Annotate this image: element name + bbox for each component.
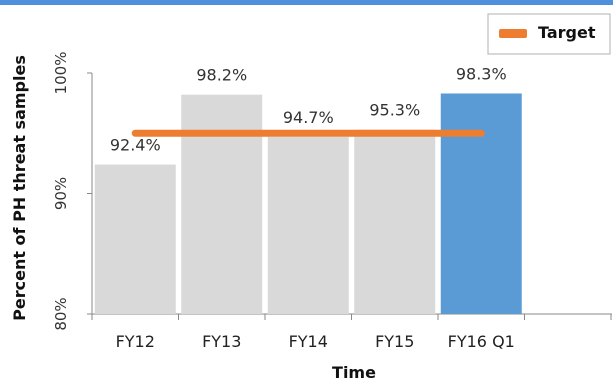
legend-swatch-target xyxy=(499,29,527,38)
data-label: 94.7% xyxy=(283,108,334,127)
bar-fy16-q1 xyxy=(440,93,522,314)
y-tick-label: 80% xyxy=(52,297,70,330)
x-tick-label: FY15 xyxy=(375,332,414,351)
x-tick-label: FY16 Q1 xyxy=(448,332,515,351)
x-axis-title: Time xyxy=(332,363,376,381)
y-tick-label: 100% xyxy=(52,52,70,95)
bar-fy15 xyxy=(354,129,436,314)
data-labels: FY12 92.4% FY13 98.2% FY14 94.7% FY15 95.3% FY16… xyxy=(110,64,515,351)
data-label: 95.3% xyxy=(369,101,420,120)
axes: 80% 90% 100% xyxy=(52,52,612,331)
bar-fy14 xyxy=(267,136,349,314)
x-tick-label: FY14 xyxy=(289,332,328,351)
top-rule xyxy=(0,0,613,5)
legend-label-target: Target xyxy=(538,23,596,42)
data-label: 92.4% xyxy=(110,136,161,155)
x-tick-label: FY12 xyxy=(116,332,155,351)
bar-fy13 xyxy=(181,94,263,314)
y-axis-title: Percent of PH threat samples xyxy=(10,55,29,321)
legend: Target xyxy=(487,13,611,55)
y-tick-label: 90% xyxy=(52,177,70,210)
x-tick-label: FY13 xyxy=(202,332,241,351)
data-label: 98.3% xyxy=(456,64,507,83)
bar-fy12 xyxy=(94,164,176,314)
data-label: 98.2% xyxy=(196,66,247,85)
